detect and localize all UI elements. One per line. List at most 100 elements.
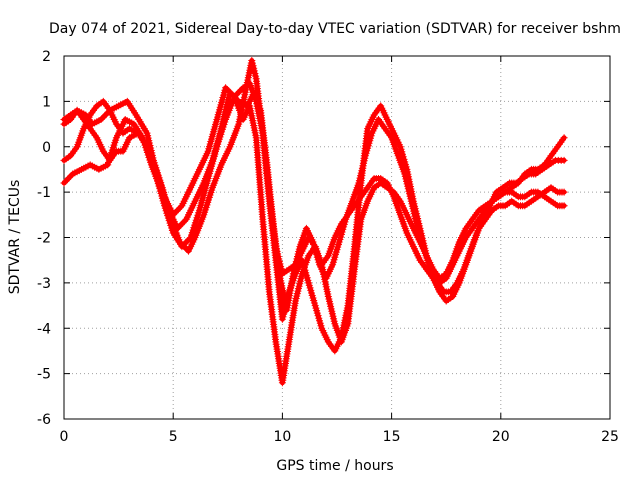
data-point (280, 272, 284, 276)
data-point (326, 254, 330, 258)
data-point (451, 263, 455, 267)
data-point (97, 167, 101, 171)
data-point (313, 245, 317, 249)
data-point (125, 99, 129, 103)
data-point (562, 158, 566, 162)
data-point (411, 245, 415, 249)
data-point (497, 204, 501, 208)
data-point (372, 177, 376, 180)
data-point (449, 290, 453, 294)
data-point (359, 195, 363, 199)
data-point (224, 86, 228, 90)
data-point (88, 163, 92, 167)
data-point (536, 167, 540, 171)
data-point (320, 263, 324, 267)
data-point (350, 199, 354, 203)
data-point (121, 131, 125, 135)
data-point (300, 272, 304, 276)
data-point (516, 195, 520, 199)
data-point (562, 136, 566, 140)
data-point (444, 299, 448, 303)
y-tick-label: 2 (42, 49, 51, 65)
data-point (62, 118, 66, 121)
data-point (444, 276, 448, 280)
data-point (359, 217, 363, 221)
data-point (82, 118, 86, 121)
data-point (261, 131, 265, 135)
data-point (267, 290, 271, 294)
data-point (534, 172, 538, 176)
data-point (180, 245, 184, 249)
data-point (145, 145, 149, 149)
data-point (464, 226, 468, 230)
data-point (353, 204, 356, 208)
data-point (390, 136, 394, 140)
data-point (101, 99, 105, 103)
data-point (187, 249, 190, 253)
data-point (405, 231, 409, 235)
x-axis-label: GPS time / hours (276, 458, 393, 474)
data-point (75, 145, 79, 149)
data-point (516, 181, 520, 185)
data-point (372, 186, 376, 190)
data-point (331, 263, 335, 267)
data-point (425, 267, 428, 271)
data-point (431, 267, 435, 271)
y-tick-labels: -6 -5 -4 -3 -2 -1 0 1 2 (37, 49, 51, 428)
data-point (219, 163, 223, 167)
data-point (287, 340, 291, 344)
data-point (366, 186, 370, 190)
data-point (510, 199, 514, 203)
data-point (556, 190, 560, 194)
data-point (114, 149, 118, 153)
data-point (154, 172, 158, 176)
data-point (171, 213, 175, 217)
data-point (457, 240, 461, 244)
data-point (455, 281, 459, 285)
data-point (176, 226, 180, 230)
data-point (543, 190, 546, 194)
data-point (523, 195, 527, 199)
data-point (418, 240, 422, 244)
y-tick-label: 0 (42, 140, 51, 156)
data-point (121, 149, 125, 153)
y-tick-label: -6 (37, 412, 51, 428)
data-point (254, 77, 258, 81)
data-point (193, 199, 197, 203)
data-point (206, 177, 210, 180)
data-point (442, 290, 446, 294)
data-point (300, 249, 304, 253)
data-point (337, 240, 341, 244)
data-point (398, 199, 402, 203)
data-point (470, 217, 474, 221)
data-point (123, 118, 127, 121)
data-point (313, 304, 317, 308)
data-point (298, 245, 302, 249)
data-point (523, 204, 527, 208)
data-point (562, 190, 566, 194)
series-trace-4 (60, 79, 568, 287)
data-point (134, 113, 138, 117)
y-tick-label: -4 (37, 321, 51, 337)
data-point (510, 186, 514, 190)
data-point (62, 158, 66, 162)
data-point (357, 181, 361, 185)
data-point (99, 118, 103, 121)
x-tick-labels: 0 5 10 15 20 25 (60, 429, 619, 445)
series-markers (60, 84, 568, 387)
data-point (90, 122, 94, 126)
data-point (379, 104, 383, 108)
data-point (189, 236, 193, 239)
data-point (108, 108, 112, 112)
data-point (294, 263, 297, 267)
data-point (339, 340, 343, 344)
data-point (326, 340, 330, 344)
data-point (501, 186, 505, 190)
data-point (529, 167, 533, 171)
data-point (385, 118, 389, 121)
y-tick-label: -2 (37, 231, 51, 247)
data-point (95, 136, 99, 140)
data-point (211, 186, 214, 190)
data-point (464, 236, 468, 239)
data-point (468, 249, 472, 253)
